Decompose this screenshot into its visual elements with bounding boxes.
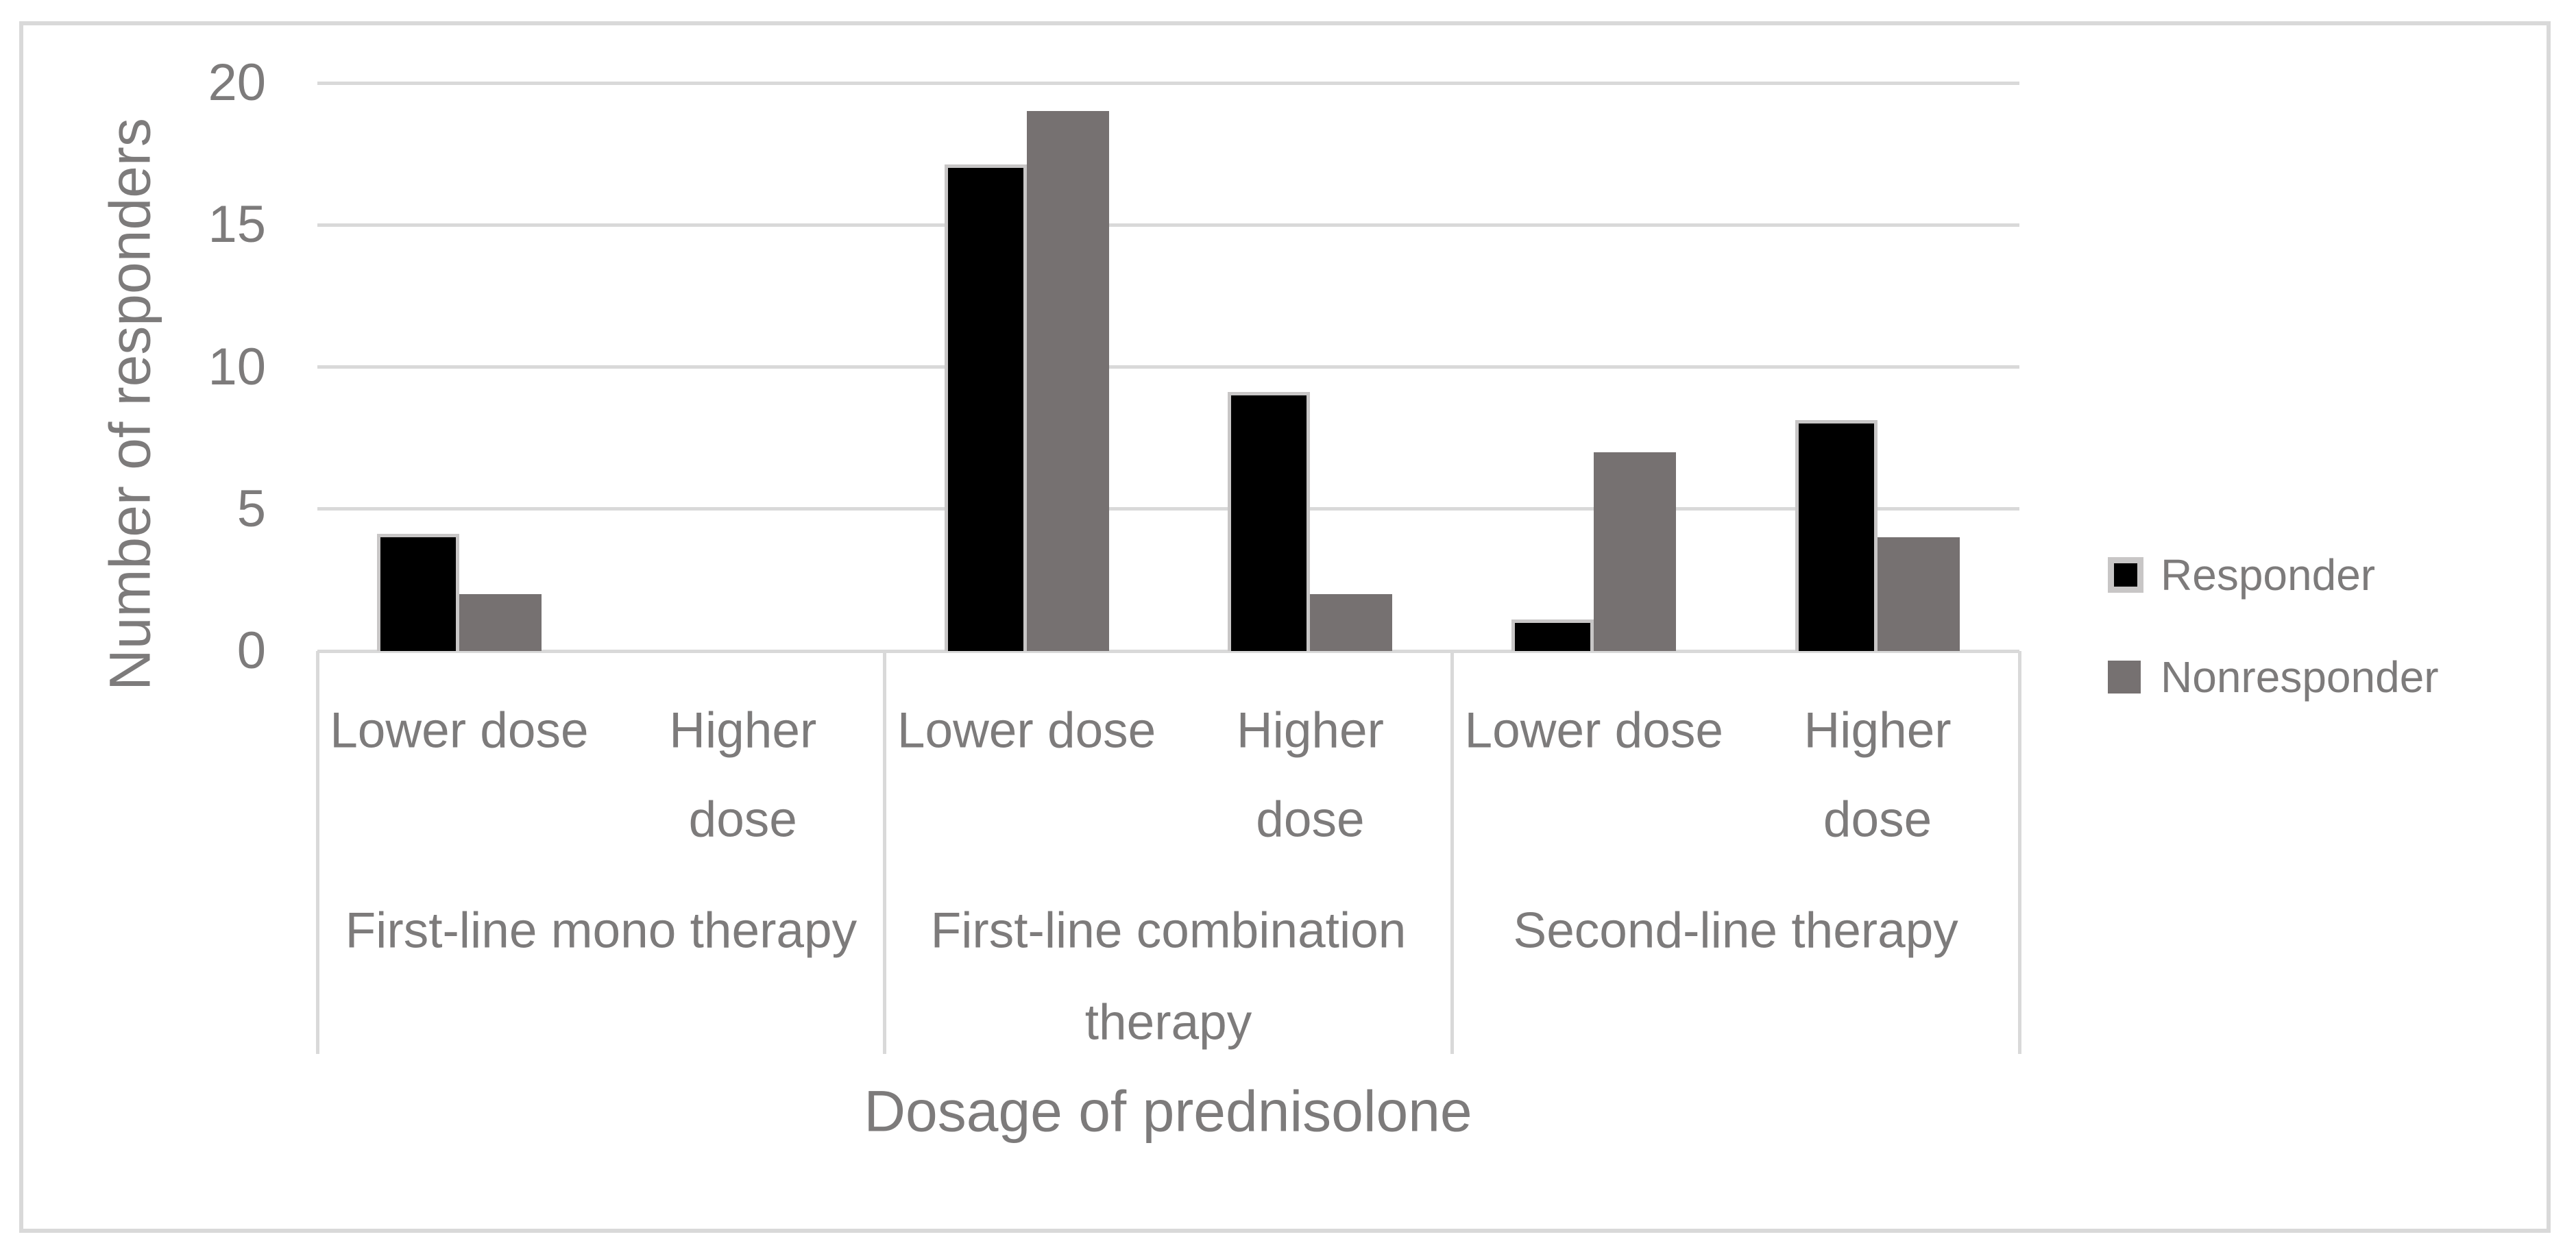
category-label-group: First-line mono therapy	[345, 903, 858, 959]
bar-nonresponder	[1310, 594, 1393, 651]
category-divider	[1450, 651, 1454, 1054]
gridline	[317, 223, 2019, 227]
legend-label-nonresponder: Nonresponder	[2161, 652, 2439, 702]
category-divider	[315, 651, 319, 1054]
y-tick-label: 20	[208, 53, 266, 112]
category-label-dose: Lower dose	[897, 702, 1156, 759]
bar-responder	[1228, 391, 1311, 651]
bar-nonresponder	[1878, 537, 1960, 651]
category-label-dose: Lower dose	[1464, 702, 1723, 759]
category-divider	[2017, 651, 2021, 1054]
category-label-dose: dose	[1823, 791, 1932, 848]
bar-responder	[1511, 619, 1594, 651]
legend-marker-nonresponder	[2108, 661, 2141, 693]
category-label-dose: dose	[688, 791, 797, 848]
y-tick-label: 5	[236, 479, 266, 538]
gridline	[317, 507, 2019, 511]
x-axis-line	[317, 649, 2019, 653]
gridline	[317, 81, 2019, 85]
y-tick-label: 15	[208, 195, 266, 254]
legend-marker-responder	[2108, 557, 2143, 593]
category-label-dose: Lower dose	[330, 702, 589, 759]
category-label-group: therapy	[1084, 994, 1252, 1051]
chart-frame-border	[19, 21, 2551, 1233]
category-label-dose: Higher	[669, 702, 817, 759]
bar-responder	[944, 164, 1027, 651]
bar-responder	[1795, 420, 1878, 651]
legend-label-responder: Responder	[2161, 550, 2376, 600]
category-label-dose: Higher	[1803, 702, 1952, 759]
category-label-group: Second-line therapy	[1513, 903, 1958, 959]
y-tick-label: 10	[208, 337, 266, 396]
gridline	[317, 365, 2019, 369]
x-axis-title: Dosage of prednisolone	[864, 1079, 1472, 1144]
category-label-group: First-line combination	[930, 903, 1407, 959]
bar-nonresponder	[1026, 111, 1109, 651]
bar-responder	[376, 534, 459, 651]
category-divider	[883, 651, 887, 1054]
bar-nonresponder	[459, 594, 542, 651]
category-label-dose: dose	[1256, 791, 1365, 848]
y-tick-label: 0	[236, 622, 266, 680]
bar-nonresponder	[1594, 452, 1677, 651]
category-label-dose: Higher	[1236, 702, 1384, 759]
